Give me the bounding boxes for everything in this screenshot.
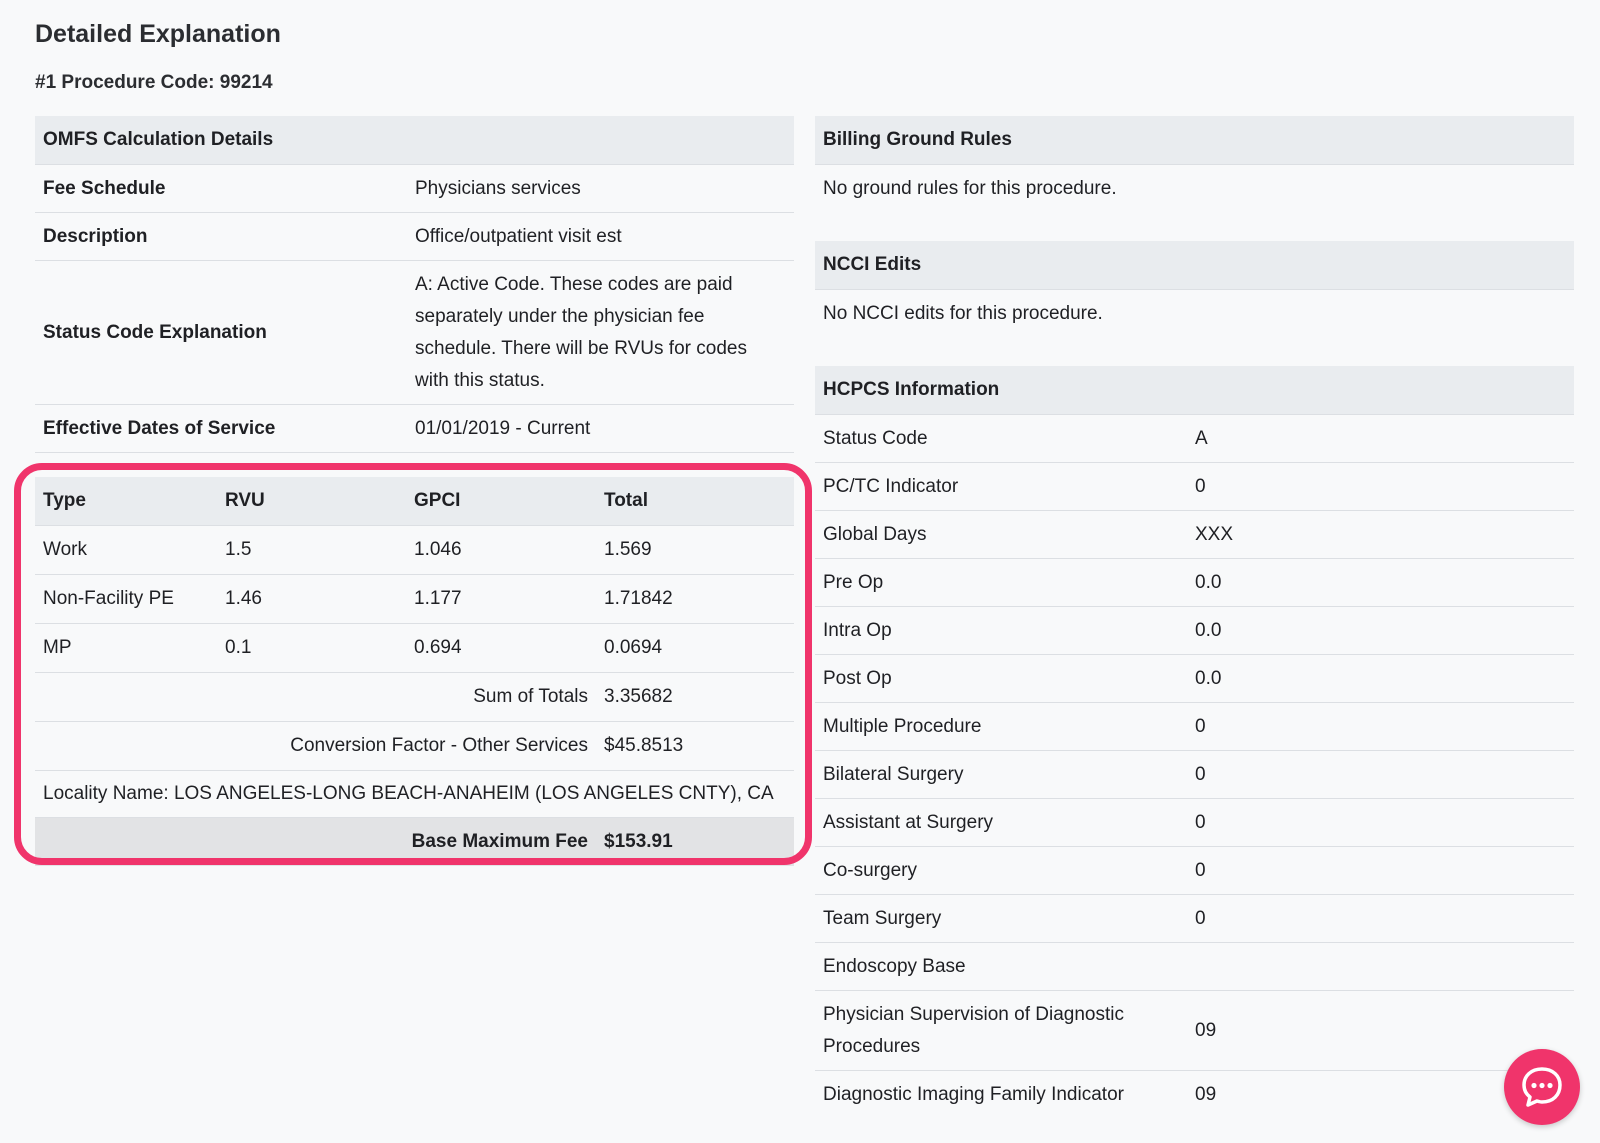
status-code-label: Status Code Explanation bbox=[43, 321, 267, 343]
effective-dates-row: Effective Dates of Service 01/01/2019 - … bbox=[35, 405, 794, 453]
cell-gpci: 0.694 bbox=[414, 637, 462, 658]
effective-dates-label: Effective Dates of Service bbox=[43, 417, 276, 439]
hcpcs-value: 0 bbox=[1195, 475, 1206, 497]
hcpcs-value: XXX bbox=[1195, 523, 1234, 545]
hcpcs-label: Pre Op bbox=[823, 571, 884, 593]
col-total: Total bbox=[604, 490, 648, 511]
conversion-row: Conversion Factor - Other Services $45.8… bbox=[35, 722, 794, 771]
hcpcs-value: 0 bbox=[1195, 811, 1206, 833]
hcpcs-value: 0 bbox=[1195, 907, 1206, 929]
right-column: Billing Ground Rules No ground rules for… bbox=[815, 116, 1574, 1119]
hcpcs-label: Team Surgery bbox=[823, 907, 942, 929]
hcpcs-value: 0.0 bbox=[1195, 667, 1222, 689]
rvu-table: Type RVU GPCI Total Work 1.5 1.046 1.569… bbox=[35, 477, 794, 818]
sum-label: Sum of Totals bbox=[473, 686, 588, 707]
base-fee-value: $153.91 bbox=[604, 831, 673, 852]
fee-schedule-value: Physicians services bbox=[415, 177, 581, 199]
cell-type: MP bbox=[43, 637, 72, 658]
cell-type: Work bbox=[43, 539, 87, 560]
omfs-header: OMFS Calculation Details bbox=[35, 116, 794, 165]
effective-dates-value: 01/01/2019 - Current bbox=[415, 417, 591, 439]
cell-total: 0.0694 bbox=[604, 637, 663, 658]
ncci-text-row: No NCCI edits for this procedure. bbox=[815, 290, 1574, 338]
cell-rvu: 1.5 bbox=[225, 539, 252, 560]
description-label: Description bbox=[43, 225, 148, 247]
locality-name: Locality Name: LOS ANGELES-LONG BEACH-AN… bbox=[35, 771, 794, 818]
conversion-label: Conversion Factor - Other Services bbox=[290, 735, 588, 756]
hcpcs-value: 0 bbox=[1195, 763, 1206, 785]
omfs-section: OMFS Calculation Details Fee Schedule Ph… bbox=[35, 116, 794, 866]
table-row: Work 1.5 1.046 1.569 bbox=[35, 526, 794, 575]
procedure-heading: #1 Procedure Code: 99214 bbox=[35, 72, 273, 93]
hcpcs-row: Bilateral Surgery 0 bbox=[815, 751, 1574, 799]
hcpcs-row: Physician Supervision of Diagnostic Proc… bbox=[815, 991, 1574, 1071]
col-rvu: RVU bbox=[225, 490, 265, 511]
hcpcs-label: Assistant at Surgery bbox=[823, 811, 994, 833]
fee-schedule-row: Fee Schedule Physicians services bbox=[35, 165, 794, 213]
table-row: Non-Facility PE 1.46 1.177 1.71842 bbox=[35, 575, 794, 624]
base-fee-label: Base Maximum Fee bbox=[411, 831, 588, 852]
cell-gpci: 1.177 bbox=[414, 588, 462, 609]
hcpcs-label: PC/TC Indicator bbox=[823, 475, 959, 497]
hcpcs-header: HCPCS Information bbox=[815, 366, 1574, 415]
hcpcs-row: Status Code A bbox=[815, 415, 1574, 463]
hcpcs-row: Co-surgery 0 bbox=[815, 847, 1574, 895]
hcpcs-row: Diagnostic Imaging Family Indicator 09 bbox=[815, 1071, 1574, 1119]
hcpcs-label: Post Op bbox=[823, 667, 892, 689]
billing-text-row: No ground rules for this procedure. bbox=[815, 165, 1574, 213]
hcpcs-value: 09 bbox=[1195, 1019, 1217, 1041]
ncci-text: No NCCI edits for this procedure. bbox=[823, 303, 1103, 324]
col-type: Type bbox=[43, 490, 86, 511]
sum-value: 3.35682 bbox=[604, 686, 673, 707]
hcpcs-row: Post Op 0.0 bbox=[815, 655, 1574, 703]
hcpcs-value: 09 bbox=[1195, 1084, 1217, 1105]
chat-button[interactable] bbox=[1504, 1049, 1580, 1125]
sum-row: Sum of Totals 3.35682 bbox=[35, 673, 794, 722]
col-gpci: GPCI bbox=[414, 490, 461, 511]
ncci-header: NCCI Edits bbox=[815, 241, 1574, 290]
hcpcs-value bbox=[1195, 961, 1574, 973]
hcpcs-label: Global Days bbox=[823, 523, 927, 545]
billing-header: Billing Ground Rules bbox=[815, 116, 1574, 165]
cell-rvu: 1.46 bbox=[225, 588, 262, 609]
hcpcs-value: 0.0 bbox=[1195, 619, 1222, 641]
cell-rvu: 0.1 bbox=[225, 637, 252, 658]
description-row: Description Office/outpatient visit est bbox=[35, 213, 794, 261]
cell-type: Non-Facility PE bbox=[43, 588, 174, 609]
hcpcs-value: 0.0 bbox=[1195, 571, 1222, 593]
fee-schedule-label: Fee Schedule bbox=[43, 177, 166, 199]
hcpcs-row: Intra Op 0.0 bbox=[815, 607, 1574, 655]
cell-gpci: 1.046 bbox=[414, 539, 462, 560]
rvu-header-row: Type RVU GPCI Total bbox=[35, 477, 794, 526]
hcpcs-row: Global Days XXX bbox=[815, 511, 1574, 559]
hcpcs-value: 0 bbox=[1195, 859, 1206, 881]
hcpcs-row: Multiple Procedure 0 bbox=[815, 703, 1574, 751]
hcpcs-row: PC/TC Indicator 0 bbox=[815, 463, 1574, 511]
page-title: Detailed Explanation bbox=[35, 20, 281, 48]
hcpcs-value: A bbox=[1195, 427, 1208, 449]
cell-total: 1.71842 bbox=[604, 588, 673, 609]
status-code-row: Status Code Explanation A: Active Code. … bbox=[35, 261, 794, 405]
hcpcs-label: Bilateral Surgery bbox=[823, 763, 964, 785]
hcpcs-value: 0 bbox=[1195, 715, 1206, 737]
status-code-value: A: Active Code. These codes are paid sep… bbox=[415, 273, 747, 391]
conversion-value: $45.8513 bbox=[604, 735, 684, 756]
cell-total: 1.569 bbox=[604, 539, 652, 560]
hcpcs-label: Multiple Procedure bbox=[823, 715, 982, 737]
hcpcs-label: Diagnostic Imaging Family Indicator bbox=[823, 1084, 1124, 1105]
hcpcs-row: Pre Op 0.0 bbox=[815, 559, 1574, 607]
hcpcs-label: Physician Supervision of Diagnostic Proc… bbox=[823, 1003, 1124, 1057]
hcpcs-label: Co-surgery bbox=[823, 859, 917, 881]
hcpcs-label: Intra Op bbox=[823, 619, 892, 641]
hcpcs-label: Endoscopy Base bbox=[823, 955, 966, 977]
chat-bubble-icon bbox=[1522, 1067, 1562, 1107]
base-fee-row: Base Maximum Fee $153.91 bbox=[35, 818, 794, 866]
description-value: Office/outpatient visit est bbox=[415, 225, 622, 247]
table-row: MP 0.1 0.694 0.0694 bbox=[35, 624, 794, 673]
hcpcs-label: Status Code bbox=[823, 427, 928, 449]
hcpcs-row: Endoscopy Base bbox=[815, 943, 1574, 991]
hcpcs-row: Team Surgery 0 bbox=[815, 895, 1574, 943]
hcpcs-row: Assistant at Surgery 0 bbox=[815, 799, 1574, 847]
billing-text: No ground rules for this procedure. bbox=[823, 178, 1117, 199]
